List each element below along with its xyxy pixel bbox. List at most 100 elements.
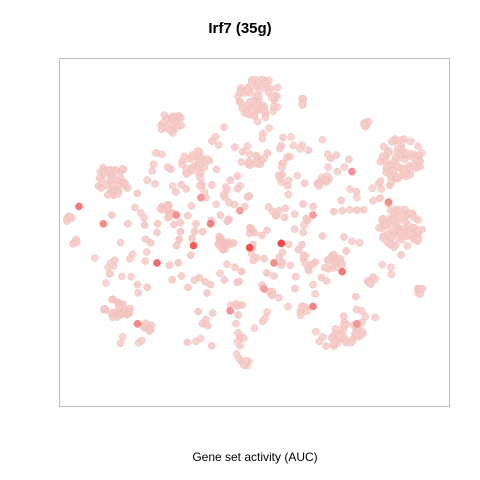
- data-point: [329, 207, 338, 216]
- data-point: [284, 302, 292, 311]
- data-point: [339, 312, 348, 321]
- data-point: [225, 198, 233, 207]
- data-point: [182, 185, 191, 193]
- data-point: [186, 251, 195, 259]
- data-point: [198, 227, 207, 236]
- data-point: [216, 269, 224, 278]
- data-point: [193, 147, 202, 155]
- data-point: [131, 203, 139, 212]
- data-point: [387, 177, 395, 186]
- highlight-point: [75, 202, 83, 211]
- data-point: [352, 305, 361, 314]
- data-point: [321, 176, 330, 184]
- data-point: [342, 247, 351, 255]
- data-point: [255, 78, 263, 87]
- data-point: [237, 158, 246, 166]
- data-point: [243, 86, 252, 95]
- highlight-point: [309, 302, 317, 311]
- data-point: [263, 269, 271, 277]
- highlight-point: [236, 206, 244, 215]
- data-point: [243, 142, 251, 150]
- data-point: [116, 339, 125, 348]
- data-point: [272, 211, 281, 220]
- data-point: [261, 314, 269, 323]
- data-point: [291, 284, 299, 293]
- x-axis-label: Gene set activity (AUC): [192, 450, 318, 464]
- data-point: [268, 93, 276, 101]
- data-point: [203, 289, 211, 297]
- data-point: [376, 177, 385, 185]
- data-point: [254, 92, 263, 100]
- data-point: [153, 228, 161, 237]
- data-point: [403, 149, 411, 157]
- data-point: [300, 179, 309, 187]
- data-point: [246, 97, 255, 106]
- data-point: [223, 217, 231, 226]
- data-point: [168, 275, 177, 284]
- data-point: [112, 166, 120, 175]
- data-point: [338, 206, 347, 215]
- data-point: [397, 251, 405, 259]
- data-point: [108, 295, 116, 304]
- data-point: [284, 190, 293, 199]
- data-point: [215, 242, 224, 250]
- data-point: [156, 205, 165, 213]
- data-point: [260, 108, 269, 117]
- data-point: [178, 160, 186, 169]
- data-point: [100, 304, 109, 313]
- data-point: [190, 227, 199, 236]
- data-point: [243, 110, 252, 118]
- highlight-point: [226, 306, 234, 315]
- data-point: [207, 342, 216, 350]
- data-point: [242, 356, 250, 365]
- data-point: [270, 272, 278, 280]
- data-point: [257, 231, 266, 240]
- data-point: [231, 143, 239, 151]
- data-point: [353, 206, 361, 214]
- data-point: [212, 200, 221, 209]
- data-point: [165, 261, 174, 269]
- data-point: [384, 146, 392, 155]
- data-point: [347, 338, 355, 347]
- data-point: [278, 258, 287, 267]
- data-point: [280, 213, 289, 222]
- highlight-point: [277, 239, 286, 248]
- data-point: [329, 250, 338, 259]
- data-point: [355, 239, 364, 247]
- data-point: [163, 163, 172, 172]
- data-point: [183, 338, 192, 347]
- data-point: [236, 88, 245, 97]
- data-point: [106, 175, 115, 184]
- data-point: [226, 176, 234, 185]
- data-point: [340, 233, 348, 241]
- data-point: [245, 192, 254, 200]
- data-point: [119, 333, 127, 341]
- data-point: [234, 311, 242, 319]
- data-point: [234, 328, 242, 337]
- data-point: [360, 121, 369, 129]
- data-point: [125, 254, 134, 263]
- data-point: [396, 206, 404, 214]
- data-point: [149, 160, 158, 169]
- data-point: [231, 263, 239, 272]
- data-point: [389, 215, 398, 224]
- data-point: [300, 302, 309, 311]
- data-point: [249, 106, 257, 114]
- data-point: [390, 243, 398, 252]
- data-point: [245, 157, 253, 166]
- data-point: [409, 162, 417, 171]
- data-point: [133, 280, 142, 289]
- data-point: [277, 141, 286, 150]
- data-point: [233, 184, 242, 193]
- highlight-point: [353, 320, 361, 328]
- data-point: [294, 246, 303, 254]
- data-point: [118, 272, 126, 281]
- data-point: [197, 334, 205, 343]
- data-point: [287, 133, 295, 141]
- data-point: [388, 225, 396, 234]
- data-point: [371, 275, 379, 283]
- data-point: [265, 124, 273, 132]
- data-point: [335, 332, 344, 341]
- data-point: [393, 161, 401, 169]
- data-point: [104, 191, 112, 199]
